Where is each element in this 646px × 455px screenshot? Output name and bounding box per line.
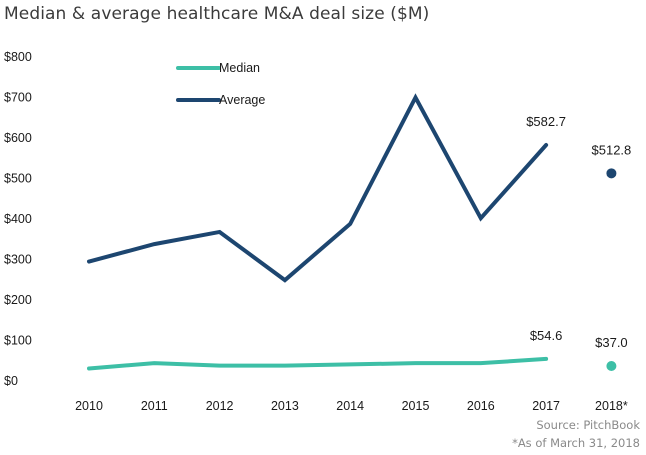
y-axis: $0 $100 $200 $300 $400 $500 $600 $700 $800 <box>4 50 32 388</box>
y-tick-label: $800 <box>4 50 32 64</box>
x-tick-label: 2015 <box>402 399 430 413</box>
average-series-line <box>87 93 549 283</box>
y-tick-label: $100 <box>4 334 32 348</box>
legend: Median Average <box>176 61 265 107</box>
x-tick-label: 2012 <box>206 399 234 413</box>
chart-title: Median & average healthcare M&A deal siz… <box>4 4 430 24</box>
footnote: *As of March 31, 2018 <box>512 436 640 450</box>
x-tick-label: 2016 <box>467 399 495 413</box>
x-axis: 2010 2011 2012 2013 2014 2015 2016 2017 2018* <box>75 399 628 413</box>
legend-label-median: Median <box>219 61 260 75</box>
median-data-label: $54.6 <box>530 328 563 343</box>
average-point-2018 <box>606 168 617 179</box>
average-data-label: $582.7 <box>526 114 566 129</box>
plot-area: $54.6 $37.0 $582.7 $512.8 <box>87 93 632 372</box>
y-tick-label: $600 <box>4 131 32 145</box>
x-tick-label: 2014 <box>336 399 364 413</box>
y-tick-label: $700 <box>4 91 32 105</box>
y-tick-label: $0 <box>4 374 18 388</box>
median-data-label: $37.0 <box>595 335 628 350</box>
x-tick-label: 2018* <box>595 399 628 413</box>
y-tick-label: $500 <box>4 172 32 186</box>
median-series-line <box>87 356 549 371</box>
y-tick-label: $300 <box>4 253 32 267</box>
x-tick-label: 2010 <box>75 399 103 413</box>
legend-label-average: Average <box>219 93 265 107</box>
x-tick-label: 2013 <box>271 399 299 413</box>
median-point-2018 <box>606 361 617 372</box>
x-tick-label: 2011 <box>141 399 168 413</box>
average-data-label: $512.8 <box>592 142 632 157</box>
y-tick-label: $200 <box>4 293 32 307</box>
x-tick-label: 2017 <box>532 399 560 413</box>
y-tick-label: $400 <box>4 212 32 226</box>
source-note: Source: PitchBook <box>536 418 640 432</box>
